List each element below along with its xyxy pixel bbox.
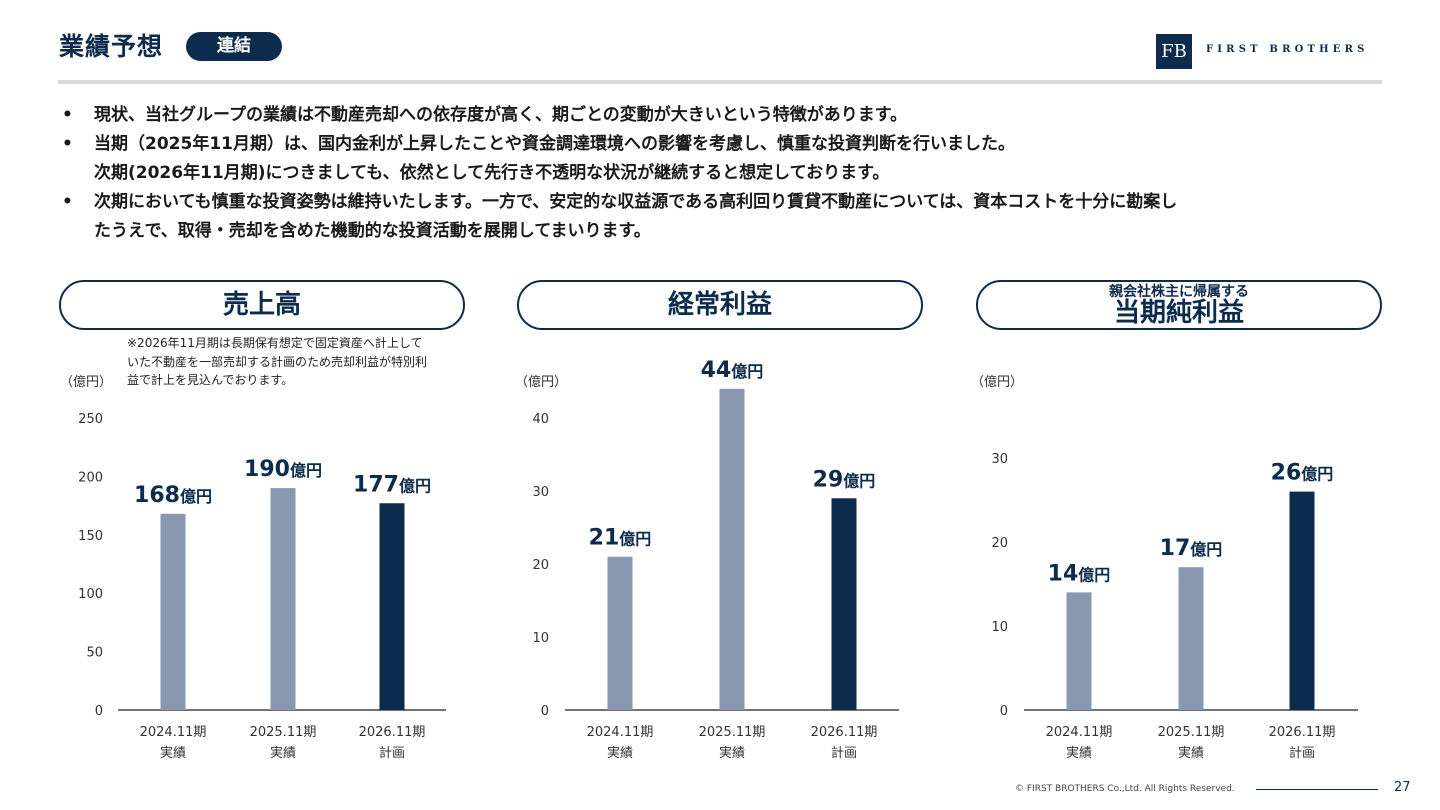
data-label: 26億円 bbox=[1271, 461, 1334, 486]
bullet-line: • 当期（2025年11月期）は、国内金利が上昇したことや資金調達環境への影響を考… bbox=[62, 130, 1392, 159]
y-tick-label: 10 bbox=[991, 620, 1008, 635]
bar bbox=[160, 513, 186, 710]
y-tick-label: 100 bbox=[78, 587, 103, 602]
y-tick-label: 40 bbox=[532, 412, 549, 427]
x-tick-label: 2024.11期 bbox=[1046, 725, 1113, 740]
data-label: 190億円 bbox=[244, 457, 322, 482]
x-tick-label: 計画 bbox=[379, 745, 405, 761]
x-tick-label: 実績 bbox=[607, 745, 633, 761]
bullet-line: • 現状、当社グループの業績は不動産売却への依存度が高く、期ごとの変動が大きいとい… bbox=[62, 101, 1392, 130]
bullet-text: たうえで、取得・売却を含めた機動的な投資活動を展開してまいります。 bbox=[94, 221, 651, 241]
panel-title-net-income: 親会社株主に帰属する 当期純利益 bbox=[976, 280, 1382, 330]
panel-title-sales: 売上高 bbox=[59, 280, 465, 330]
bullet-dot: • bbox=[62, 105, 73, 125]
y-tick-label: 200 bbox=[78, 470, 103, 485]
y-tick-label: 10 bbox=[532, 631, 549, 646]
bar bbox=[1289, 491, 1315, 710]
y-tick-label: 30 bbox=[991, 452, 1008, 467]
panel-title-ordinary-profit: 経常利益 bbox=[517, 280, 923, 330]
x-tick-label: 2025.11期 bbox=[699, 725, 766, 740]
bar bbox=[270, 488, 296, 710]
bar bbox=[607, 556, 633, 710]
x-tick-label: 2025.11期 bbox=[250, 725, 317, 740]
bar bbox=[1066, 592, 1092, 710]
copyright: © FIRST BROTHERS Co.,Ltd. All Rights Res… bbox=[1015, 784, 1235, 794]
bullet-dot: • bbox=[62, 134, 73, 154]
bullet-line: 次期(2026年11月期)につきましても、依然として先行き不透明な状況が継続する… bbox=[62, 159, 1392, 188]
data-label: 44億円 bbox=[701, 358, 764, 383]
footnote-2026: ※2026年11月期は長期保有想定で固定資産へ計上していた不動産を一部売却する計… bbox=[127, 336, 428, 387]
y-unit-label: （億円） bbox=[515, 375, 568, 390]
bar bbox=[831, 498, 857, 710]
panel-title-sales-label: 売上高 bbox=[222, 290, 301, 320]
y-tick-label: 20 bbox=[991, 536, 1008, 551]
data-label: 21億円 bbox=[589, 526, 652, 551]
x-tick-label: 実績 bbox=[1178, 745, 1204, 761]
y-tick-label: 250 bbox=[78, 412, 103, 427]
x-tick-label: 2026.11期 bbox=[1269, 725, 1336, 740]
y-tick-label: 0 bbox=[95, 704, 103, 719]
x-tick-label: 2024.11期 bbox=[140, 725, 207, 740]
y-tick-label: 30 bbox=[532, 485, 549, 500]
y-tick-label: 0 bbox=[541, 704, 549, 719]
panel-title-ordinary-profit-label: 経常利益 bbox=[667, 290, 772, 320]
x-tick-label: 実績 bbox=[1066, 745, 1092, 761]
x-tick-label: 計画 bbox=[831, 745, 857, 761]
header-divider bbox=[58, 80, 1382, 84]
y-unit-label: （億円） bbox=[60, 375, 113, 390]
x-tick-label: 実績 bbox=[160, 745, 186, 761]
company-logo-text: FIRST BROTHERS bbox=[1206, 44, 1369, 55]
data-label: 168億円 bbox=[134, 483, 212, 508]
panel-title-net-income-top: 親会社株主に帰属する bbox=[1109, 284, 1249, 300]
y-tick-label: 50 bbox=[86, 646, 103, 661]
data-label: 14億円 bbox=[1048, 561, 1111, 586]
bullet-line: • 次期においても慎重な投資姿勢は維持いたします。一方で、安定的な収益源である高利… bbox=[62, 188, 1392, 217]
panel-title-net-income-main: 当期純利益 bbox=[1113, 298, 1244, 328]
x-tick-label: 2024.11期 bbox=[587, 725, 654, 740]
data-label: 177億円 bbox=[353, 472, 431, 497]
x-tick-label: 2026.11期 bbox=[811, 725, 878, 740]
company-logo-mark: FB bbox=[1156, 34, 1192, 69]
page-number: 27 bbox=[1394, 780, 1411, 795]
x-tick-label: 実績 bbox=[719, 745, 745, 761]
consolidated-badge: 連結 bbox=[186, 32, 282, 61]
page-title: 業績予想 bbox=[59, 32, 164, 61]
bar bbox=[719, 388, 745, 710]
bar bbox=[379, 503, 405, 710]
footer-rule bbox=[1256, 789, 1378, 790]
summary-bullets: • 現状、当社グループの業績は不動産売却への依存度が高く、期ごとの変動が大きいとい… bbox=[62, 101, 1392, 246]
x-tick-label: 計画 bbox=[1289, 745, 1315, 761]
x-tick-label: 2025.11期 bbox=[1158, 725, 1225, 740]
y-tick-label: 0 bbox=[1000, 704, 1008, 719]
x-tick-label: 実績 bbox=[270, 745, 296, 761]
bullet-dot: • bbox=[62, 192, 73, 212]
bullet-text: 次期においても慎重な投資姿勢は維持いたします。一方で、安定的な収益源である高利回… bbox=[94, 192, 1178, 212]
bullet-text: 現状、当社グループの業績は不動産売却への依存度が高く、期ごとの変動が大きいという… bbox=[94, 105, 908, 125]
y-unit-label: （億円） bbox=[971, 375, 1024, 390]
bullet-text: 当期（2025年11月期）は、国内金利が上昇したことや資金調達環境への影響を考慮… bbox=[94, 134, 1015, 154]
data-label: 17億円 bbox=[1160, 536, 1223, 561]
y-tick-label: 20 bbox=[532, 558, 549, 573]
x-tick-label: 2026.11期 bbox=[359, 725, 426, 740]
data-label: 29億円 bbox=[813, 467, 876, 492]
bar bbox=[1178, 567, 1204, 710]
bullet-line: たうえで、取得・売却を含めた機動的な投資活動を展開してまいります。 bbox=[62, 217, 1392, 246]
y-tick-label: 150 bbox=[78, 529, 103, 544]
bullet-text: 次期(2026年11月期)につきましても、依然として先行き不透明な状況が継続する… bbox=[94, 163, 890, 183]
